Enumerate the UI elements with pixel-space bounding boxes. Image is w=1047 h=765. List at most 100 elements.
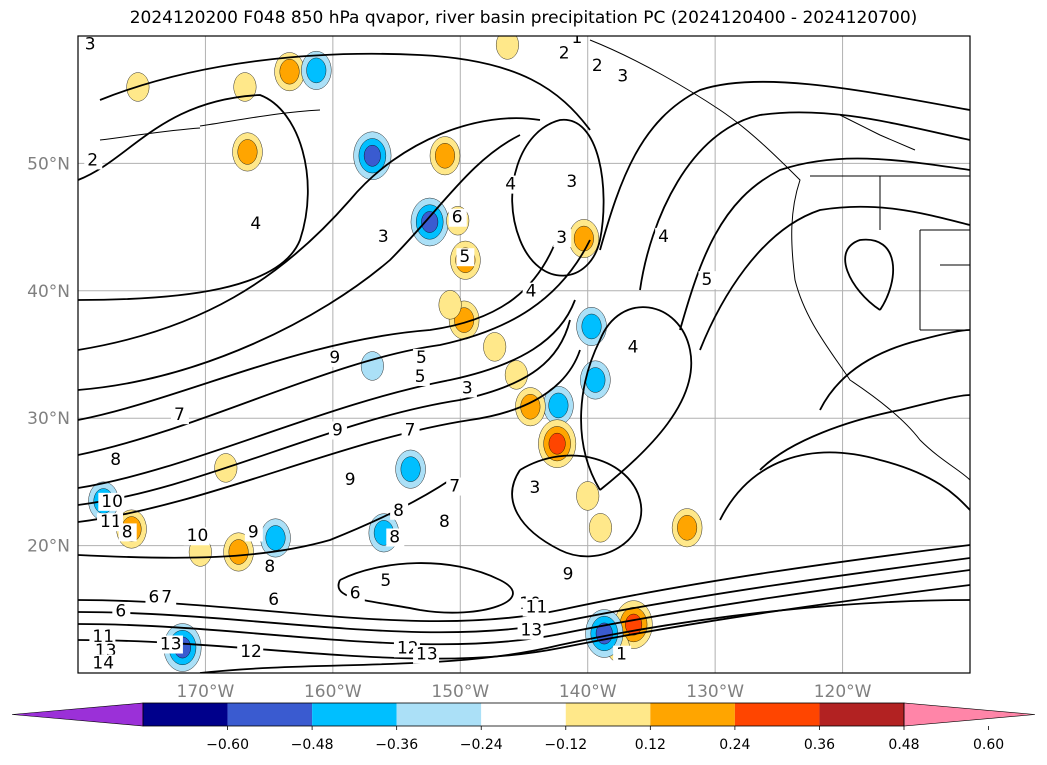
colorbar-tick-label: 0.48 (888, 737, 919, 753)
contour-label: 8 (439, 512, 450, 532)
precip-blob (581, 313, 602, 340)
contour-line (78, 569, 970, 646)
contour-label-bg (237, 643, 264, 662)
contour-label: 5 (701, 270, 712, 290)
coastline (839, 114, 916, 151)
coastlines (99, 39, 970, 481)
contour-label: 11 (92, 627, 114, 647)
colorbar-segment (481, 703, 566, 726)
contour-label: 14 (92, 654, 114, 674)
qvapor-contours (78, 52, 970, 673)
contour-label-bg (563, 173, 582, 192)
contour-label-bg (613, 645, 632, 664)
precip-blob (495, 36, 519, 60)
contour-label: 8 (122, 522, 133, 542)
contour-label: 1 (616, 645, 627, 665)
lon-tick-label: 170°W (177, 682, 235, 702)
precip-blob (421, 211, 439, 233)
contour-label: 6 (268, 590, 279, 610)
contour-label: 5 (380, 571, 391, 591)
contour-label: 5 (459, 247, 470, 267)
colorbar-tick-label: 0.36 (804, 737, 835, 753)
contour-label: 13 (160, 635, 182, 655)
contour-label-bg (89, 627, 116, 646)
colorbar-tick-label: −0.12 (544, 737, 587, 753)
contour-label-bg (247, 215, 266, 234)
contour-label-bg (555, 44, 574, 63)
contour-label: 7 (449, 477, 460, 497)
lon-tick-label: 120°W (814, 682, 872, 702)
contour-label: 6 (452, 208, 463, 228)
contour-label-bg (624, 338, 643, 357)
colorbar-segment (734, 703, 820, 726)
contour-line (759, 394, 970, 471)
contour-label-bg (84, 151, 103, 170)
precip-blob (400, 456, 421, 482)
colorbar-frame (142, 702, 905, 727)
colorbar-segment (143, 703, 228, 726)
contour-label: 13 (416, 645, 438, 665)
contour-label: 9 (563, 564, 574, 584)
precip-blob (576, 481, 600, 511)
contour-label: 4 (658, 227, 669, 247)
contour-label: 4 (628, 338, 639, 358)
contour-labels: 3247810118109866711131314129996658884355… (81, 28, 717, 674)
contour-label: 7 (161, 587, 172, 607)
contour-label: 1 (572, 28, 583, 48)
contour-label-bg (522, 598, 549, 617)
contour-label-bg (156, 635, 183, 654)
contour-label: 3 (566, 172, 577, 192)
contour-label-bg (112, 602, 131, 621)
contour-label-bg (614, 67, 633, 86)
contour-label: 9 (345, 470, 356, 490)
contour-label-bg (413, 348, 432, 367)
contour-line (819, 329, 970, 411)
precip-blob (589, 513, 612, 543)
contour-line (599, 80, 970, 251)
contour-line (78, 117, 541, 351)
contour-label: 5 (416, 348, 427, 368)
colorbar-tick-label: 0.24 (719, 737, 750, 753)
contour-label-bg (517, 621, 544, 640)
contour-label: 10 (101, 492, 123, 512)
colorbar-tick-label: −0.60 (206, 737, 249, 753)
contour-label: 6 (148, 587, 159, 607)
colorbar-tick-label: −0.36 (375, 737, 418, 753)
precip-blob (237, 139, 258, 165)
contour-label-bg (183, 527, 210, 546)
contour-label-bg (265, 590, 284, 609)
contour-label: 11 (526, 598, 548, 618)
contour-label: 4 (250, 214, 261, 234)
contour-label: 8 (389, 528, 400, 548)
contour-label: 4 (505, 175, 516, 195)
contour-line (639, 111, 970, 291)
contour-label-bg (456, 248, 475, 267)
contour-line (78, 479, 451, 559)
precip-blob (265, 525, 286, 551)
contour-label: 5 (415, 367, 426, 387)
contour-label-bg (435, 513, 454, 532)
lat-tick-label: 40°N (27, 282, 70, 302)
contour-label: 11 (100, 512, 122, 532)
contour-label-bg (118, 523, 137, 542)
lon-tick-label: 150°W (431, 682, 489, 702)
contour-line (679, 157, 970, 331)
colorbar-segment (396, 703, 482, 726)
contour-label-bg (655, 227, 674, 246)
colorbar-segment (227, 703, 313, 726)
contour-label: 6 (115, 601, 126, 621)
contour-label-bg (377, 571, 396, 590)
colorbar-segment (565, 703, 651, 726)
contour-label: 7 (405, 420, 416, 440)
lon-tick-label: 160°W (304, 682, 362, 702)
contour-line (78, 134, 521, 391)
contour-label-bg (107, 450, 126, 469)
contour-label-bg (411, 367, 430, 386)
precip-blob (548, 432, 566, 455)
contour-label-bg (568, 36, 587, 48)
contour-label: 3 (556, 228, 567, 248)
contour-label-bg (553, 229, 572, 248)
contour-label-bg (98, 492, 125, 511)
contour-label: 7 (174, 405, 185, 425)
contour-label-bg (413, 645, 440, 664)
